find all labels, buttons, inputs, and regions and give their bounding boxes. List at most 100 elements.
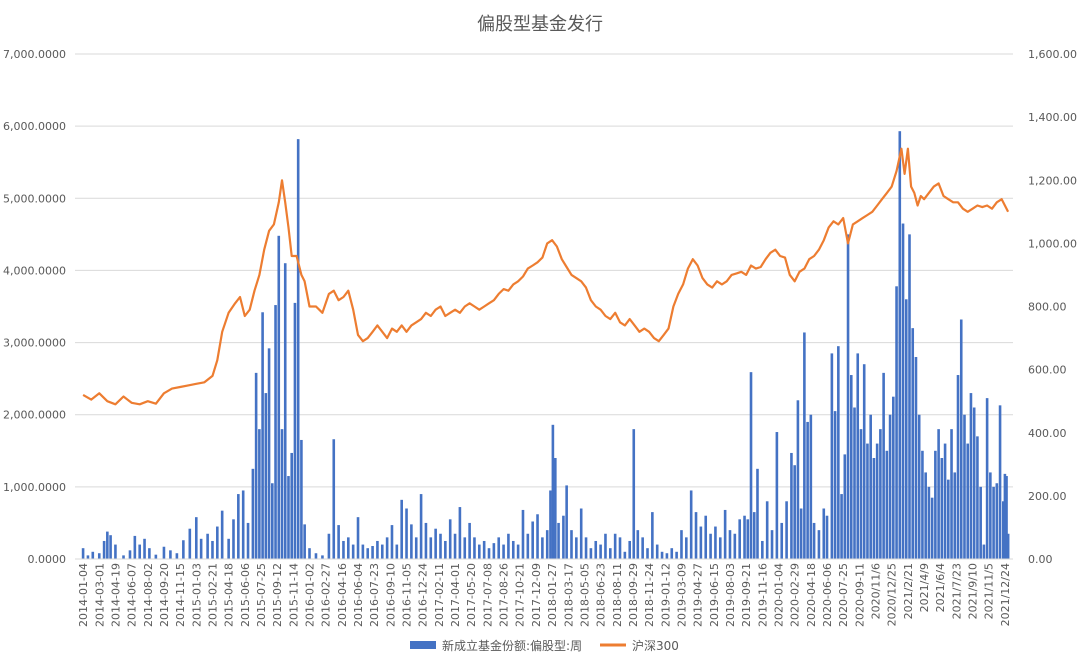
bar — [943, 443, 947, 559]
bar — [261, 312, 264, 559]
right-tick-label: 1,600.00 — [1028, 48, 1077, 61]
x-tick-label: 2016-01-02 — [304, 563, 317, 627]
bar — [843, 454, 847, 559]
bar — [246, 522, 250, 559]
x-tick-label: 2016-02-27 — [320, 563, 333, 627]
chart-title: 偏股型基金发行 — [477, 14, 603, 35]
bar — [138, 544, 141, 559]
bar — [904, 299, 908, 559]
bar — [685, 537, 688, 559]
bar — [728, 530, 732, 559]
bar — [557, 522, 560, 559]
bar — [937, 429, 940, 559]
bar — [869, 414, 872, 559]
bar — [670, 548, 674, 559]
x-tick-label: 2021/4/9 — [918, 563, 931, 612]
x-tick-label: 2014-01-04 — [77, 563, 90, 627]
bar — [849, 375, 853, 559]
bar — [241, 490, 245, 559]
bar — [308, 548, 311, 559]
bar — [761, 540, 764, 559]
x-tick-label: 2019-06-15 — [708, 563, 721, 627]
x-tick-label: 2016-04-16 — [336, 563, 349, 627]
bar — [799, 508, 803, 559]
bar — [636, 530, 640, 559]
bar — [410, 524, 413, 559]
x-tick-label: 2014-08-02 — [142, 563, 155, 627]
x-tick-label: 2018-08-11 — [611, 563, 624, 627]
bar — [283, 263, 287, 559]
bar — [128, 550, 132, 559]
bar — [405, 508, 408, 559]
bar — [122, 555, 125, 559]
bar — [497, 537, 501, 559]
right-tick-label: 400.00 — [1028, 427, 1067, 440]
bar — [565, 485, 568, 559]
bar — [502, 544, 505, 559]
right-tick-label: 600.00 — [1028, 364, 1067, 377]
legend: 新成立基金份额:偏股型:周 沪深300 — [410, 638, 679, 653]
bar — [453, 533, 457, 559]
bar — [182, 540, 185, 559]
left-tick-label: 4,000.0000 — [3, 264, 66, 277]
bar — [714, 526, 717, 559]
bar — [351, 544, 355, 559]
bar — [562, 515, 565, 559]
bar — [380, 544, 384, 559]
x-tick-label: 2017-05-20 — [465, 563, 478, 627]
left-tick-label: 2,000.0000 — [3, 409, 66, 422]
bar — [254, 372, 258, 559]
bar — [458, 507, 462, 559]
x-tick-label: 2018-09-29 — [627, 563, 640, 627]
bar — [507, 533, 510, 559]
bar — [366, 548, 370, 559]
x-tick-label: 2021/2/21 — [902, 563, 915, 619]
bar — [947, 479, 950, 559]
x-tick-label: 2016-09-10 — [384, 563, 397, 627]
bar — [901, 223, 905, 560]
bar — [424, 522, 428, 559]
x-tick-label: 2016-12-24 — [417, 563, 430, 627]
bar — [271, 483, 274, 559]
bar — [143, 538, 146, 559]
bar — [623, 551, 627, 559]
bar — [434, 528, 437, 559]
bar — [169, 550, 172, 559]
bar — [646, 548, 649, 559]
bar — [287, 476, 290, 559]
bar — [321, 555, 324, 559]
x-tick-label: 2019-01-12 — [659, 563, 672, 627]
right-tick-label: 0.00 — [1028, 553, 1053, 566]
x-tick-label: 2015-04-18 — [223, 563, 236, 627]
bar — [882, 372, 885, 559]
bar — [689, 490, 693, 559]
bar-series — [81, 131, 1010, 560]
bar — [473, 537, 476, 559]
x-tick-label: 2020/11/6 — [870, 563, 883, 619]
bar — [106, 531, 109, 559]
bar — [1006, 533, 1010, 559]
bar — [154, 554, 158, 559]
x-tick-label: 2015-09-12 — [271, 563, 284, 627]
bar — [526, 533, 530, 559]
bar — [859, 429, 863, 559]
bar — [694, 512, 698, 559]
x-tick-label: 2019-04-27 — [692, 563, 705, 627]
x-tick-label: 2015-07-25 — [255, 563, 268, 627]
bar — [609, 548, 612, 559]
bar — [258, 429, 261, 559]
bar — [911, 328, 915, 559]
bar — [853, 407, 856, 559]
bar — [277, 235, 281, 560]
bar — [979, 486, 982, 559]
bar — [554, 458, 557, 559]
bar — [211, 540, 214, 559]
x-tick-label: 2015-11-14 — [287, 563, 300, 627]
bar — [439, 533, 442, 559]
bar — [628, 540, 632, 559]
bar — [972, 407, 976, 559]
bar — [267, 348, 271, 559]
bar — [390, 525, 394, 559]
right-tick-label: 800.00 — [1028, 301, 1067, 314]
